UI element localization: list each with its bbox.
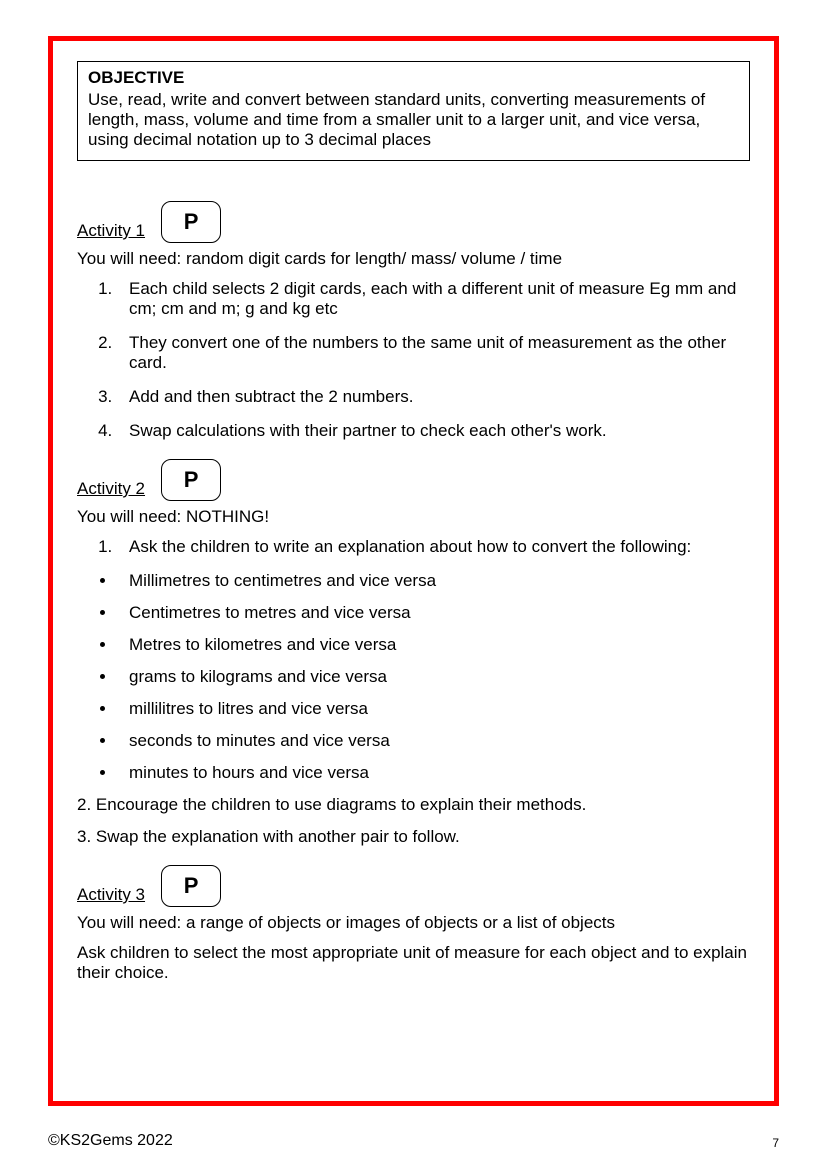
activity-1: Activity 1 P You will need: random digit… (77, 201, 750, 441)
p-badge: P (161, 865, 221, 907)
activity-2-step3: 3. Swap the explanation with another pai… (77, 827, 750, 847)
activity-1-need: You will need: random digit cards for le… (77, 249, 750, 269)
activity-1-header: Activity 1 P (77, 201, 750, 241)
list-item: Each child selects 2 digit cards, each w… (117, 279, 750, 319)
footer: ©KS2Gems 2022 7 (48, 1132, 779, 1150)
activity-2-header: Activity 2 P (77, 459, 750, 499)
list-item: They convert one of the numbers to the s… (117, 333, 750, 373)
activity-1-steps: Each child selects 2 digit cards, each w… (77, 279, 750, 441)
list-item: grams to kilograms and vice versa (117, 667, 750, 687)
page-border: OBJECTIVE Use, read, write and convert b… (48, 36, 779, 1106)
activity-2-bullets: Millimetres to centimetres and vice vers… (77, 571, 750, 783)
p-badge: P (161, 459, 221, 501)
list-item: Centimetres to metres and vice versa (117, 603, 750, 623)
p-badge: P (161, 201, 221, 243)
list-item: Swap calculations with their partner to … (117, 421, 750, 441)
copyright: ©KS2Gems 2022 (48, 1132, 173, 1150)
objective-box: OBJECTIVE Use, read, write and convert b… (77, 61, 750, 161)
list-item: millilitres to litres and vice versa (117, 699, 750, 719)
activity-3: Activity 3 P You will need: a range of o… (77, 865, 750, 983)
activity-2-step2: 2. Encourage the children to use diagram… (77, 795, 750, 815)
page-number: 7 (772, 1136, 779, 1150)
activity-3-body: Ask children to select the most appropri… (77, 943, 750, 983)
activity-3-label: Activity 3 (77, 885, 145, 905)
activity-2-step1-list: Ask the children to write an explanation… (77, 537, 750, 557)
list-item: Millimetres to centimetres and vice vers… (117, 571, 750, 591)
activity-2: Activity 2 P You will need: NOTHING! Ask… (77, 459, 750, 847)
objective-text: Use, read, write and convert between sta… (88, 90, 739, 150)
list-item: Add and then subtract the 2 numbers. (117, 387, 750, 407)
list-item: Ask the children to write an explanation… (117, 537, 750, 557)
list-item: seconds to minutes and vice versa (117, 731, 750, 751)
list-item: minutes to hours and vice versa (117, 763, 750, 783)
activity-2-label: Activity 2 (77, 479, 145, 499)
list-item: Metres to kilometres and vice versa (117, 635, 750, 655)
activity-3-header: Activity 3 P (77, 865, 750, 905)
objective-title: OBJECTIVE (88, 68, 739, 88)
activity-2-need: You will need: NOTHING! (77, 507, 750, 527)
activity-3-need: You will need: a range of objects or ima… (77, 913, 750, 933)
activity-1-label: Activity 1 (77, 221, 145, 241)
